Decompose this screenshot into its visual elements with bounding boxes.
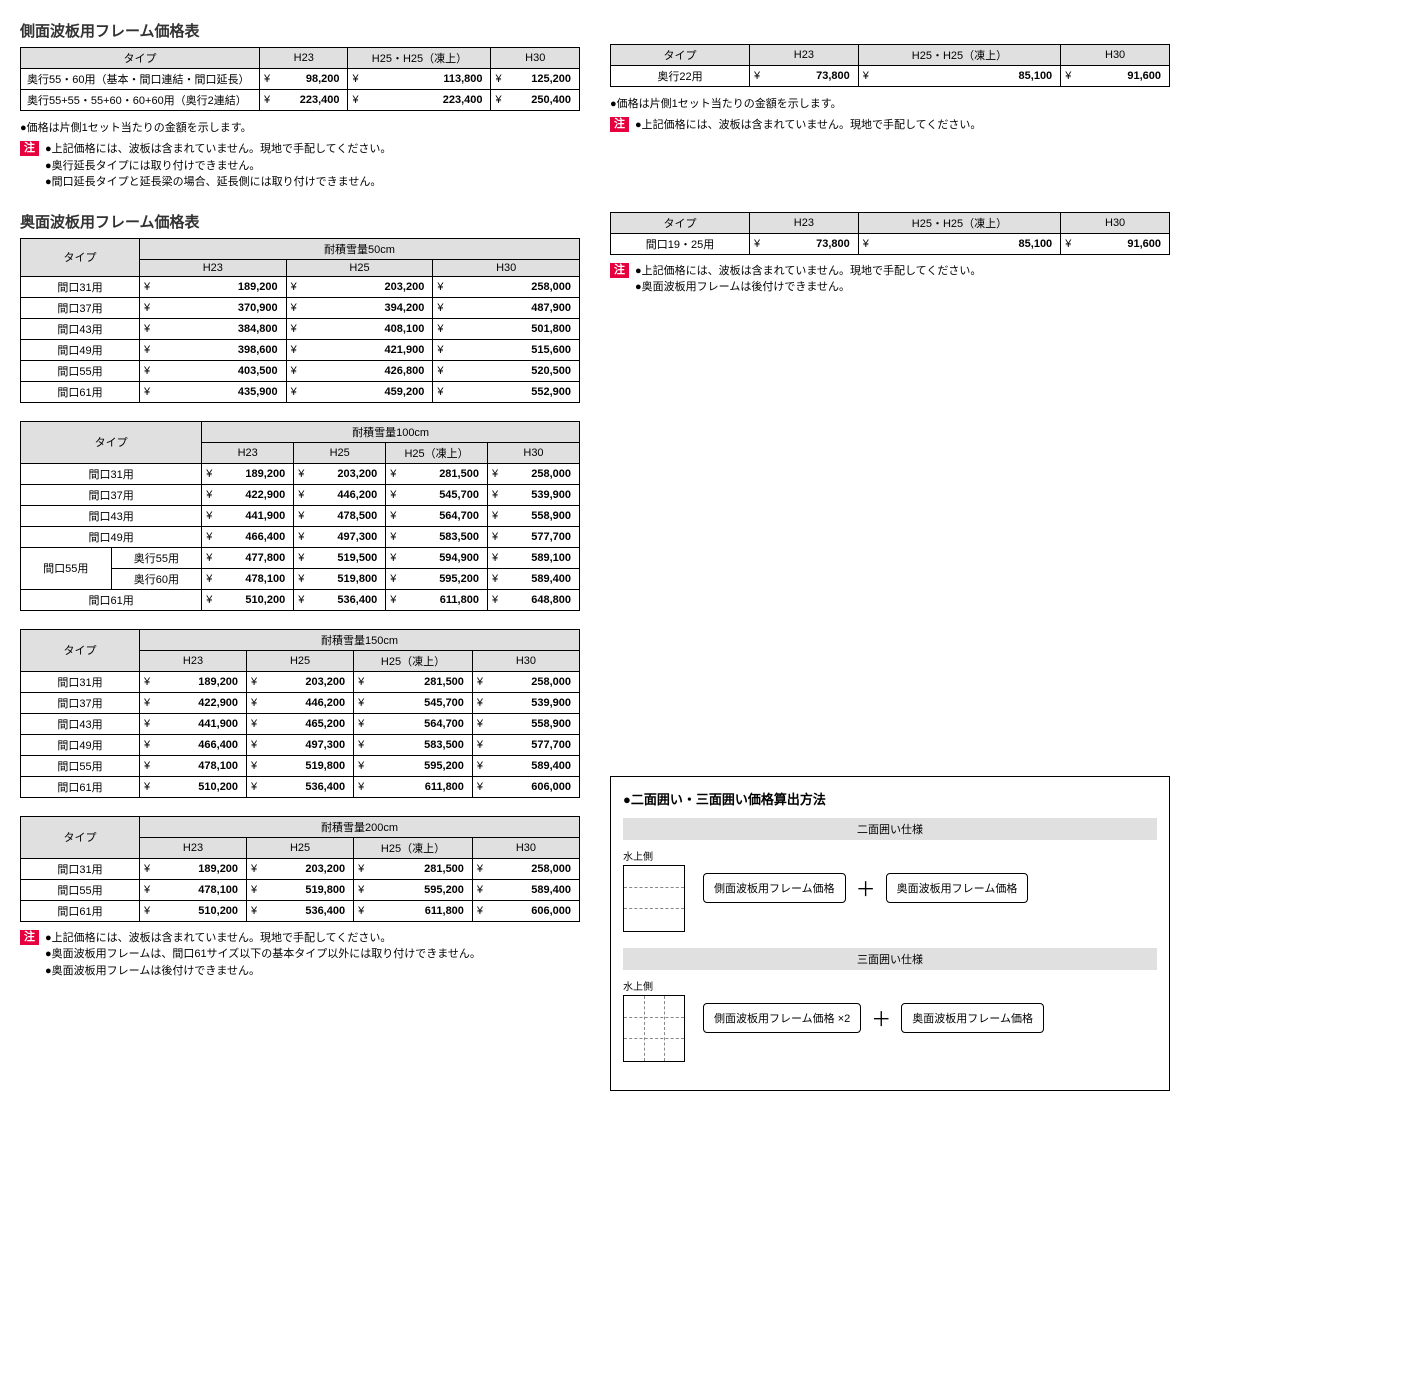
table-row: 間口43用¥441,900¥478,500¥564,700¥558,900 xyxy=(21,505,580,526)
table-row: 間口43用¥441,900¥465,200¥564,700¥558,900 xyxy=(21,713,580,734)
section1-table-a: タイプ H23 H25・H25（凍上） H30 奥行55・60用（基本・間口連結… xyxy=(20,47,580,111)
section1-notes: 注 上記価格には、波板は含まれていません。現地で手配してください。 奥行延長タイ… xyxy=(20,141,580,191)
col-h30: H30 xyxy=(491,48,580,69)
calc-sub-3side: 三面囲い仕様 xyxy=(623,948,1157,970)
section2-notes: 注 上記価格には、波板は含まれていません。現地で手配してください。 奥面波板用フ… xyxy=(20,930,580,980)
table-row: 間口55用¥478,100¥519,800¥595,200¥589,400 xyxy=(21,879,580,900)
section1b-note-line: ●価格は片側1セット当たりの金額を示します。 xyxy=(610,95,1170,111)
section1b-notes: 注 上記価格には、波板は含まれていません。現地で手配してください。 xyxy=(610,117,1170,134)
table-row: 間口61用¥510,200¥536,400¥611,800¥648,800 xyxy=(21,589,580,610)
table-row: 間口31用¥189,200¥203,200¥258,000 xyxy=(21,276,580,297)
section1-note-line: ●価格は片側1セット当たりの金額を示します。 xyxy=(20,119,580,135)
table-row: 間口49用¥466,400¥497,300¥583,500¥577,700 xyxy=(21,734,580,755)
table-row: 間口31用¥189,200¥203,200¥281,500¥258,000 xyxy=(21,858,580,879)
col-type: タイプ xyxy=(21,48,260,69)
calc-chip-side-x2: 側面波板用フレーム価格 ×2 xyxy=(703,1003,861,1033)
section2-group-table: タイプ耐積雪量50cmH23H25H30間口31用¥189,200¥203,20… xyxy=(20,238,580,403)
table-row: 間口55用奥行55用¥477,800¥519,500¥594,900¥589,1… xyxy=(21,547,580,568)
table-row: 間口55用¥403,500¥426,800¥520,500 xyxy=(21,360,580,381)
calc-chip-side: 側面波板用フレーム価格 xyxy=(703,873,846,903)
plus-icon: ＋ xyxy=(871,1003,891,1032)
note-tag: 注 xyxy=(610,263,629,278)
section2-group-table: タイプ耐積雪量100cmH23H25H25（凍上）H30間口31用¥189,20… xyxy=(20,421,580,611)
calc-sub-2side: 二面囲い仕様 xyxy=(623,818,1157,840)
section1-table-b: タイプ H23 H25・H25（凍上） H30 奥行22用 ¥73,800 ¥8… xyxy=(610,44,1170,87)
table-row: 奥行55・60用（基本・間口連結・間口延長） ¥98,200 ¥113,800 … xyxy=(21,69,580,90)
table-row: 間口37用¥422,900¥446,200¥545,700¥539,900 xyxy=(21,484,580,505)
section2-table-r: タイプ H23 H25・H25（凍上） H30 間口19・25用 ¥73,800… xyxy=(610,212,1170,255)
table-row: 奥行55+55・55+60・60+60用（奥行2連結） ¥223,400 ¥22… xyxy=(21,90,580,111)
table-row: 間口43用¥384,800¥408,100¥501,800 xyxy=(21,318,580,339)
calc-panel: ●二面囲い・三面囲い価格算出方法 二面囲い仕様 水上側 側面波板用フレーム価格 … xyxy=(610,776,1170,1091)
note-tag: 注 xyxy=(610,117,629,132)
col-h25: H25・H25（凍上） xyxy=(348,48,491,69)
table-row: 間口31用¥189,200¥203,200¥281,500¥258,000 xyxy=(21,671,580,692)
table-row: 間口37用¥370,900¥394,200¥487,900 xyxy=(21,297,580,318)
calc-diagram-3side: 水上側 xyxy=(623,978,693,1058)
col-h23: H23 xyxy=(260,48,348,69)
calc-diagram-2side: 水上側 xyxy=(623,848,693,928)
table-row: 間口19・25用 ¥73,800 ¥85,100 ¥91,600 xyxy=(611,233,1170,254)
table-row: 間口61用¥510,200¥536,400¥611,800¥606,000 xyxy=(21,776,580,797)
plus-icon: ＋ xyxy=(856,873,876,902)
table-row: 間口49用¥398,600¥421,900¥515,600 xyxy=(21,339,580,360)
section2r-notes: 注 上記価格には、波板は含まれていません。現地で手配してください。 奥面波板用フ… xyxy=(610,263,1170,296)
table-row: 間口61用¥435,900¥459,200¥552,900 xyxy=(21,381,580,402)
section2-title: 奥面波板用フレーム価格表 xyxy=(20,211,580,232)
section2-group-table: タイプ耐積雪量150cmH23H25H25（凍上）H30間口31用¥189,20… xyxy=(20,629,580,798)
table-row: 間口61用¥510,200¥536,400¥611,800¥606,000 xyxy=(21,900,580,921)
table-row: 奥行22用 ¥73,800 ¥85,100 ¥91,600 xyxy=(611,66,1170,87)
table-row: 間口31用¥189,200¥203,200¥281,500¥258,000 xyxy=(21,463,580,484)
calc-chip-back: 奥面波板用フレーム価格 xyxy=(901,1003,1044,1033)
section1-title: 側面波板用フレーム価格表 xyxy=(20,20,580,41)
table-row: 間口55用¥478,100¥519,800¥595,200¥589,400 xyxy=(21,755,580,776)
table-row: 間口37用¥422,900¥446,200¥545,700¥539,900 xyxy=(21,692,580,713)
note-tag: 注 xyxy=(20,141,39,156)
note-tag: 注 xyxy=(20,930,39,945)
table-row: 間口49用¥466,400¥497,300¥583,500¥577,700 xyxy=(21,526,580,547)
calc-title: ●二面囲い・三面囲い価格算出方法 xyxy=(623,789,1157,808)
section2-group-table: タイプ耐積雪量200cmH23H25H25（凍上）H30間口31用¥189,20… xyxy=(20,816,580,922)
calc-chip-back: 奥面波板用フレーム価格 xyxy=(886,873,1029,903)
